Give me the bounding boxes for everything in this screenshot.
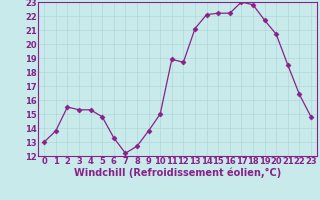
X-axis label: Windchill (Refroidissement éolien,°C): Windchill (Refroidissement éolien,°C) bbox=[74, 168, 281, 178]
